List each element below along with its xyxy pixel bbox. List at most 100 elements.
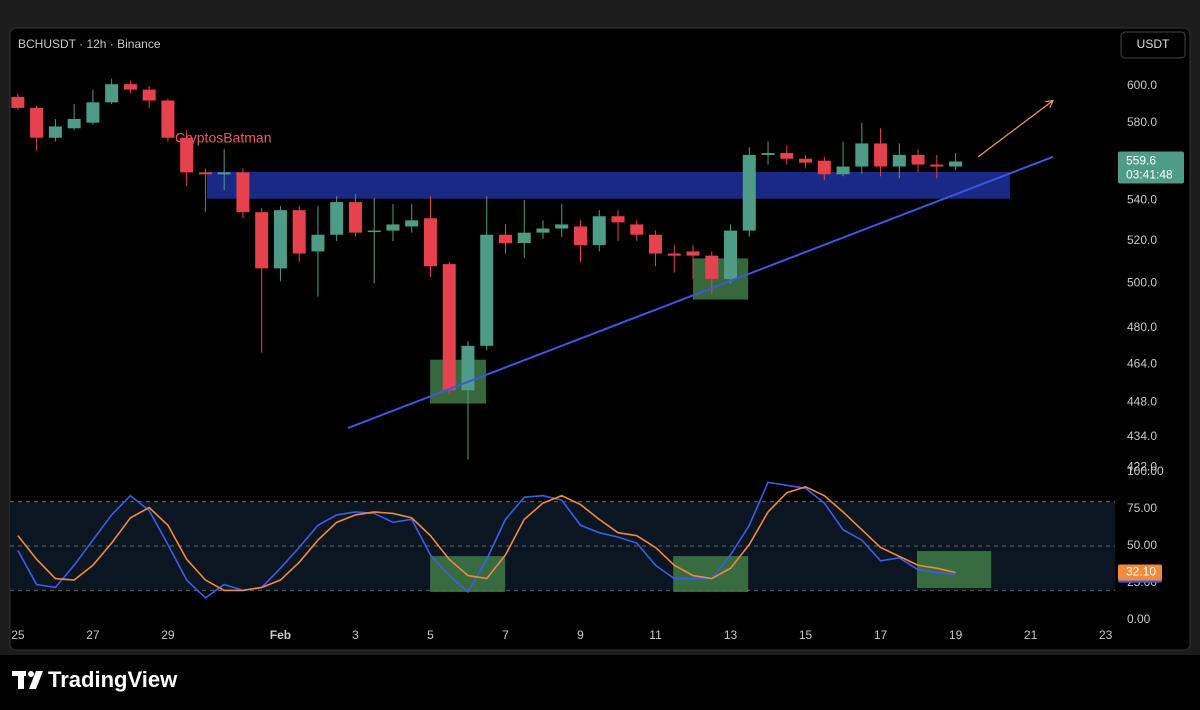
candle-body xyxy=(142,89,156,101)
candle-body xyxy=(911,154,925,165)
candle-body xyxy=(592,216,606,246)
candle-body xyxy=(742,154,756,231)
currency-button[interactable] xyxy=(1120,31,1186,59)
candle-body xyxy=(611,216,625,223)
candle-body xyxy=(442,264,456,391)
y-tick-label: 600.0 xyxy=(1127,78,1157,92)
stoch-line xyxy=(17,481,956,599)
candle-body xyxy=(30,107,44,138)
candle-body xyxy=(461,345,475,391)
y-tick-label: 464.0 xyxy=(1127,357,1157,371)
candle-body xyxy=(892,154,906,167)
y-tick-label: 500.0 xyxy=(1127,276,1157,290)
candle-body xyxy=(761,152,775,155)
candle-body xyxy=(330,202,344,235)
value-tag xyxy=(1118,564,1162,581)
watermark: CryptosBatman xyxy=(175,130,271,146)
x-tick-label: 7 xyxy=(502,628,509,642)
candle-body xyxy=(555,224,569,229)
candle-body xyxy=(686,251,700,256)
candle-body xyxy=(405,220,419,227)
candle-body xyxy=(123,84,137,90)
x-tick-label: 5 xyxy=(427,628,434,642)
y-tick-label: 434.0 xyxy=(1127,429,1157,443)
stoch-line xyxy=(17,485,956,592)
arrow-head xyxy=(1045,99,1055,109)
candle-body xyxy=(836,166,850,175)
currency-label[interactable]: USDT xyxy=(1137,37,1170,51)
candle-body xyxy=(480,234,494,346)
y-tick-label: 580.0 xyxy=(1127,115,1157,129)
candle-body xyxy=(517,232,531,244)
y-tick-label: 100.00 xyxy=(1127,464,1164,478)
x-tick-label: 13 xyxy=(724,628,738,642)
candle-body xyxy=(292,210,306,254)
candle-body xyxy=(161,100,175,138)
x-tick-label: 9 xyxy=(577,628,584,642)
countdown: 03:41:48 xyxy=(1126,168,1173,182)
candle-body xyxy=(255,212,269,269)
y-tick-label: 75.00 xyxy=(1127,501,1157,515)
y-tick-label: 520.0 xyxy=(1127,233,1157,247)
candle-body xyxy=(874,143,888,167)
candle-body xyxy=(930,164,944,167)
value-tag-label: 32.10 xyxy=(1126,565,1156,579)
candle-body xyxy=(855,143,869,167)
x-tick-label: Feb xyxy=(270,628,291,642)
last-price-tag xyxy=(1118,151,1184,184)
arrow xyxy=(977,100,1054,158)
highlight-box xyxy=(693,258,749,300)
y-tick-label: 480.0 xyxy=(1127,320,1157,334)
candle-body xyxy=(198,172,212,175)
y-tick-label: 0.00 xyxy=(1127,612,1151,626)
candle-body xyxy=(536,228,550,233)
zone xyxy=(206,171,1010,199)
candle-body xyxy=(780,152,794,159)
candle-body xyxy=(67,118,81,129)
y-tick-label: 448.0 xyxy=(1127,395,1157,409)
candle-body xyxy=(105,84,119,103)
highlight-box xyxy=(430,359,486,404)
x-tick-label: 11 xyxy=(649,628,662,642)
candle-body xyxy=(48,126,62,138)
candle-body xyxy=(386,224,400,231)
x-tick-label: 21 xyxy=(1024,628,1038,642)
y-tick-label: 50.00 xyxy=(1127,538,1157,552)
candle-body xyxy=(667,253,681,256)
candle-body xyxy=(11,96,25,108)
candle-body xyxy=(348,202,362,233)
brand: TradingView xyxy=(48,667,178,692)
candle-body xyxy=(273,210,287,269)
candle-body xyxy=(799,158,813,163)
candle-body xyxy=(705,255,719,280)
footer-bar xyxy=(0,655,1200,710)
candle-body xyxy=(949,161,963,167)
x-tick-label: 15 xyxy=(799,628,813,642)
candle-body xyxy=(817,160,831,175)
candle-body xyxy=(180,137,194,173)
last-price: 559.6 xyxy=(1126,154,1156,168)
symbol-title: BCHUSDT · 12h · Binance xyxy=(18,37,161,51)
highlight-box xyxy=(916,551,992,589)
candle-body xyxy=(724,230,738,280)
trendline xyxy=(347,155,1054,429)
candle-body xyxy=(367,230,381,233)
candle-body xyxy=(217,172,231,175)
x-tick-label: 29 xyxy=(161,628,175,642)
tv-logo xyxy=(12,671,43,689)
candle-body xyxy=(86,102,100,123)
candle-body xyxy=(423,218,437,267)
x-tick-label: 19 xyxy=(949,628,963,642)
highlight-box xyxy=(673,556,749,593)
x-tick-label: 25 xyxy=(11,628,25,642)
y-tick-label: 422.0 xyxy=(1127,459,1157,473)
highlight-box xyxy=(430,556,506,593)
candle-body xyxy=(574,226,588,246)
x-tick-label: 3 xyxy=(352,628,359,642)
x-tick-label: 27 xyxy=(86,628,100,642)
x-tick-label: 23 xyxy=(1099,628,1113,642)
x-tick-label: 17 xyxy=(874,628,888,642)
candle-body xyxy=(236,172,250,213)
